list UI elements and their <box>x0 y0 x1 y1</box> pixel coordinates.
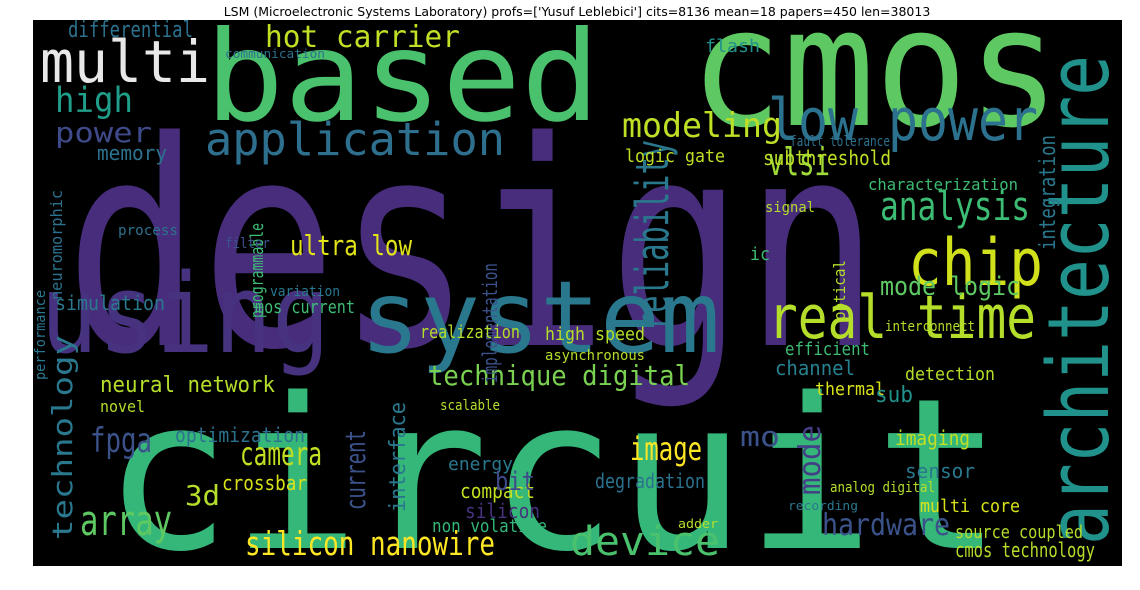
word: analog digital <box>830 480 935 496</box>
word: mos current <box>255 297 355 318</box>
word: current <box>339 430 372 510</box>
word: architecture <box>1030 55 1129 545</box>
word: filter <box>225 236 270 252</box>
word: memory <box>97 141 167 165</box>
word: realization <box>420 322 520 343</box>
word: interface <box>386 402 411 512</box>
word: characterization <box>868 175 1018 194</box>
word: analysis <box>880 184 1030 230</box>
word: programmable <box>247 223 268 318</box>
word: real time <box>768 283 1036 353</box>
word: flash <box>705 36 760 57</box>
word: low power <box>768 86 1038 154</box>
word: using <box>40 250 330 378</box>
word: mode logic <box>880 272 1020 302</box>
word: silicon <box>465 499 540 523</box>
word: subthreshold <box>763 146 891 170</box>
word: power <box>55 116 152 149</box>
word: optical <box>830 260 849 320</box>
word: system <box>360 259 720 376</box>
word: signal <box>765 200 815 216</box>
word: implementation <box>478 263 502 383</box>
cloud-background <box>33 20 1122 566</box>
word: adder <box>678 517 718 531</box>
word: ic <box>750 244 770 265</box>
word: simulation <box>55 291 165 315</box>
word: bit <box>495 467 535 497</box>
word: degradation <box>595 469 705 493</box>
word: scalable <box>440 398 500 414</box>
word: based <box>205 5 600 150</box>
word: energy <box>448 454 513 475</box>
word: circuit <box>103 353 1003 590</box>
word: novel <box>100 397 145 416</box>
word: vlsi <box>768 140 830 184</box>
word: detection <box>905 364 995 385</box>
word: cmos technology <box>955 538 1095 562</box>
word: process <box>118 223 178 239</box>
word: multi core <box>920 496 1020 517</box>
word: interconnect <box>885 319 975 335</box>
word: modeling <box>622 106 782 146</box>
word: compact <box>460 479 535 503</box>
word: image <box>630 430 702 468</box>
word: neural network <box>100 373 275 398</box>
word: mo <box>740 420 780 453</box>
word: hardware <box>822 508 950 543</box>
word: logic gate <box>625 146 725 167</box>
word: ultra low <box>290 229 412 262</box>
word: technique digital <box>428 359 690 392</box>
word: efficient <box>785 339 870 360</box>
word: channel <box>775 356 855 380</box>
word: recording <box>788 499 858 513</box>
word: fpga <box>90 421 152 461</box>
word: source coupled <box>955 522 1083 543</box>
word: variation <box>270 284 340 300</box>
word: communication <box>225 47 325 61</box>
word: imaging <box>895 426 970 450</box>
word: integration <box>1036 135 1061 250</box>
word: sensor <box>905 459 975 483</box>
word: application <box>205 113 505 166</box>
word: 3d <box>185 479 220 512</box>
word: performance <box>33 290 49 380</box>
word: fault tolerance <box>790 134 890 150</box>
word: differential <box>68 18 193 43</box>
word: thermal <box>815 379 885 400</box>
word: hot carrier <box>265 20 460 55</box>
word: silicon nanowire <box>245 524 495 563</box>
chart-title: LSM (Microelectronic Systems Laboratory)… <box>224 4 931 19</box>
word: mode <box>793 425 828 495</box>
word: array <box>80 496 172 545</box>
word: technology <box>46 335 79 540</box>
word: crossbar <box>222 471 307 495</box>
word: neuromorphic <box>47 190 66 300</box>
word: high <box>55 81 133 121</box>
word: asynchronous <box>545 348 645 364</box>
word: multi <box>40 28 210 96</box>
word: device <box>570 519 720 565</box>
word: design <box>65 81 880 413</box>
word: non volatile <box>432 516 547 537</box>
word: reliability <box>626 140 679 330</box>
word: chip <box>908 226 1043 301</box>
word: sub <box>875 383 913 408</box>
word: camera <box>240 435 322 473</box>
word: optimization <box>175 423 305 447</box>
word: high speed <box>545 324 645 345</box>
word: cmos <box>690 0 1060 164</box>
